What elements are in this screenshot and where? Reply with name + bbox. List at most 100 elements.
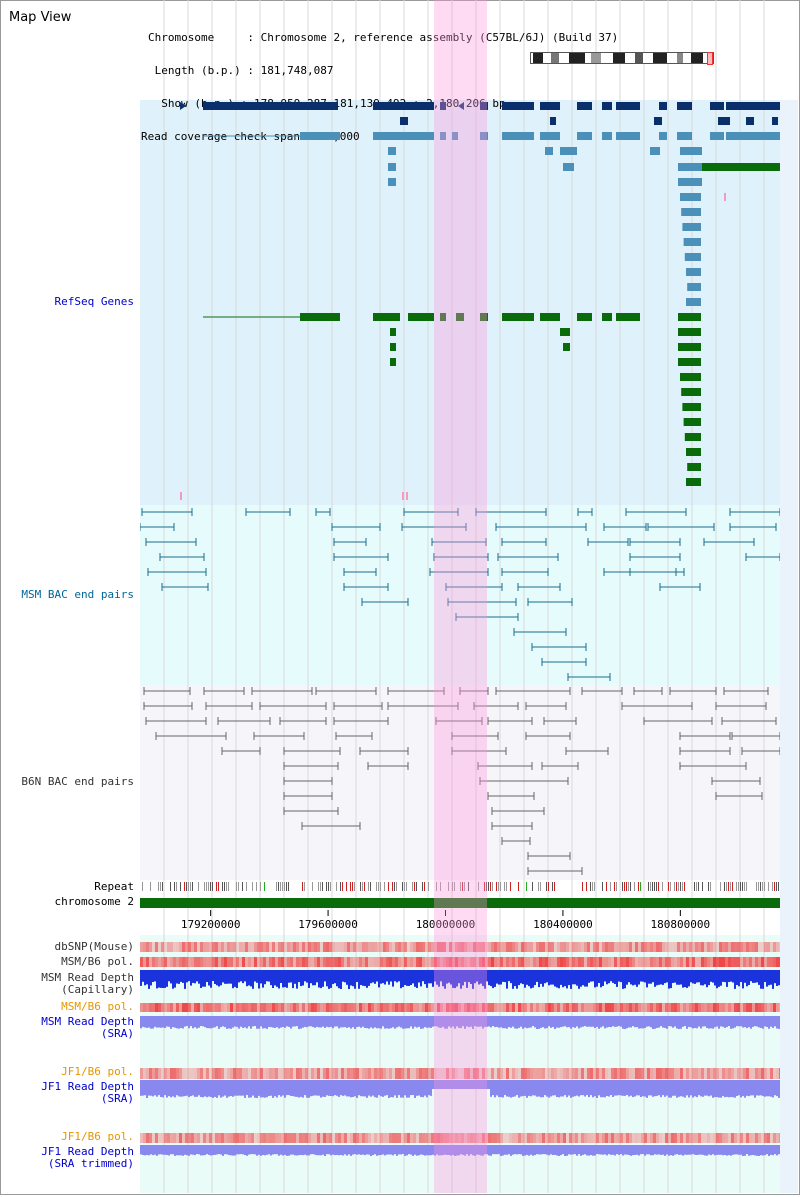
repeat-element [484,882,485,891]
depth-bar [198,1145,200,1155]
depth-bar [674,1080,676,1096]
jf1-b6-pol-trimmed-label[interactable]: JF1/B6 pol. [61,1130,134,1143]
polymorphism-cell [773,1133,776,1143]
depth-bar [436,1016,438,1027]
polymorphism-cell [716,942,719,952]
repeat-element [698,882,699,891]
depth-bar [462,1080,464,1089]
depth-bar [582,970,584,986]
depth-bar [680,1080,682,1097]
depth-bar [168,1016,170,1027]
depth-bar [756,970,758,983]
polymorphism-cell [443,942,446,952]
depth-bar [538,1080,540,1097]
msm-b6-pol-label[interactable]: MSM/B6 pol. [61,955,134,968]
polymorphism-cell [737,1068,740,1079]
jf1-depth-sra-label[interactable]: JF1 Read Depth (SRA) [2,1081,134,1105]
polymorphism-cell [710,1133,713,1143]
depth-bar [436,1145,438,1155]
polymorphism-cell [605,942,608,952]
depth-bar [294,1145,296,1156]
repeat-element [388,882,389,891]
polymorphism-cell [395,1133,398,1143]
jf1-b6-pol-label[interactable]: JF1/B6 pol. [61,1065,134,1078]
depth-bar [624,1145,626,1155]
msm-depth-sra-label[interactable]: MSM Read Depth (SRA) [2,1016,134,1040]
depth-bar [616,1145,618,1155]
depth-bar [436,970,438,985]
depth-bar [776,970,778,986]
depth-bar [400,970,402,989]
polymorphism-cell [620,1003,623,1012]
depth-bar [192,1080,194,1096]
polymorphism-cell [383,1068,386,1079]
depth-bar [140,1145,142,1155]
genome-tracks[interactable]: 179200000 179600000 180000000 180400000 1808… [140,0,780,1193]
msm-bac-label[interactable]: MSM BAC end pairs [21,588,134,601]
polymorphism-cell [404,1068,407,1079]
depth-bar [248,1080,250,1098]
repeat-element [276,882,277,891]
repeat-element [630,882,631,891]
depth-bar [420,1145,422,1155]
depth-bar [212,1145,214,1156]
depth-bar [430,1080,432,1096]
depth-bar [240,1080,242,1096]
depth-bar [260,1080,262,1098]
msm-b6-pol-sra-label[interactable]: MSM/B6 pol. [61,1000,134,1013]
polymorphism-cell [245,1133,248,1143]
b6n-bac-label[interactable]: B6N BAC end pairs [21,775,134,788]
depth-bar [574,1016,576,1028]
repeat-element [364,882,365,891]
chromosome-ideogram[interactable] [530,52,714,65]
polymorphism-cell [224,1003,227,1012]
polymorphism-cell [767,1068,770,1079]
polymorphism-cell [185,1003,188,1012]
polymorphism-cell [572,957,575,967]
depth-bar [518,970,520,986]
polymorphism-cell [200,957,203,967]
depth-bar [710,970,712,982]
msm-depth-capillary-label[interactable]: MSM Read Depth (Capillary) [2,972,134,996]
depth-bar [730,1016,732,1029]
depth-bar [528,1016,530,1028]
depth-bar [536,1080,538,1097]
repeat-element [774,882,775,891]
polymorphism-cell [623,1133,626,1143]
polymorphism-cell [518,1003,521,1012]
depth-bar [230,1080,232,1096]
polymorphism-cell [428,1068,431,1079]
polymorphism-cell [158,942,161,952]
polymorphism-cell [281,1068,284,1079]
depth-bar [232,1145,234,1156]
gene-exon [502,132,534,140]
polymorphism-cell [566,1068,569,1079]
depth-bar [544,1145,546,1155]
depth-bar [314,1145,316,1155]
depth-bar [354,1145,356,1155]
polymorphism-cell [230,1068,233,1079]
repeat-tick [724,193,726,201]
polymorphism-cell [341,957,344,967]
depth-bar [306,1145,308,1156]
polymorphism-cell [383,1133,386,1143]
jf1-depth-trimmed-label[interactable]: JF1 Read Depth (SRA trimmed) [2,1146,134,1170]
depth-bar [366,1080,368,1098]
depth-bar [770,1080,772,1097]
dbsnp-label[interactable]: dbSNP(Mouse) [54,940,134,953]
polymorphism-cell [413,1003,416,1012]
polymorphism-cell [206,957,209,967]
repeat-element [504,882,505,891]
depth-bar [532,970,534,988]
polymorphism-cell [566,1133,569,1143]
refseq-genes-label[interactable]: RefSeq Genes [54,295,134,308]
polymorphism-cell [287,942,290,952]
polymorphism-cell [419,1003,422,1012]
polymorphism-cell [467,1068,470,1079]
depth-bar [248,1016,250,1027]
depth-bar [606,970,608,985]
polymorphism-cell [242,942,245,952]
polymorphism-cell [590,942,593,952]
polymorphism-cell [335,942,338,952]
polymorphism-cell [728,1133,731,1143]
